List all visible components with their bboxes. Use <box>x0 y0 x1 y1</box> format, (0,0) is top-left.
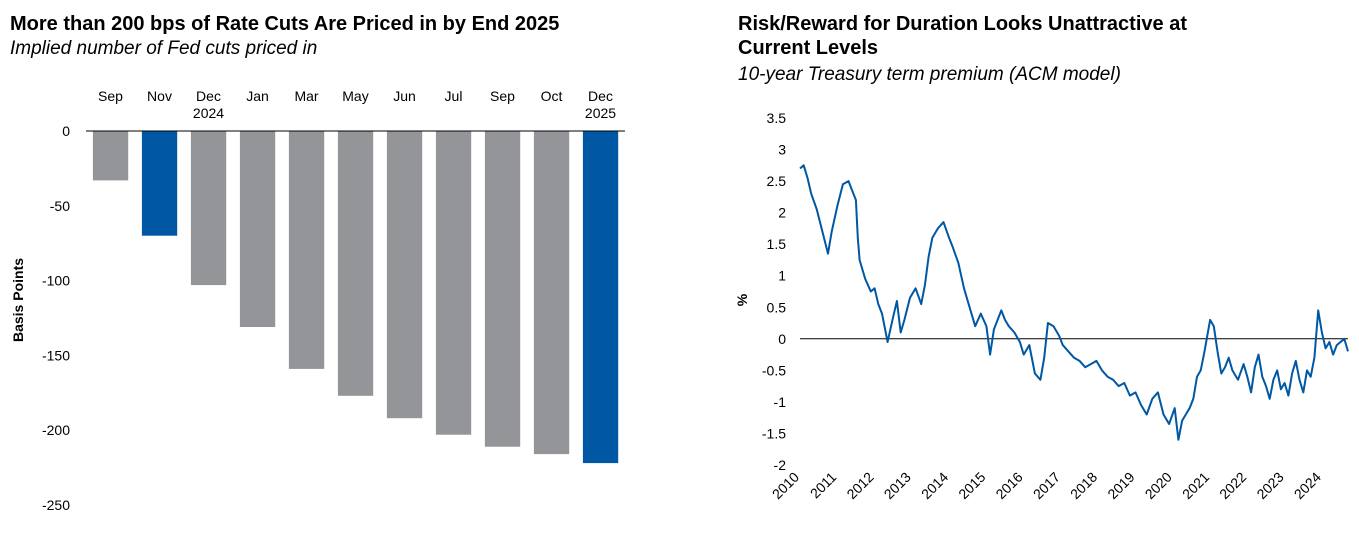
bar <box>288 131 325 369</box>
bar <box>337 131 374 396</box>
y-tick-label: -1 <box>774 394 787 410</box>
x-tick-label: 2016 <box>992 469 1025 502</box>
y-tick-label: -0.5 <box>762 362 786 378</box>
left-chart-panel: More than 200 bps of Rate Cuts Are Price… <box>0 0 650 534</box>
bar <box>533 131 570 455</box>
x-tick-label: Dec <box>588 88 613 104</box>
y-tick-label: -100 <box>42 273 70 289</box>
x-tick-label: 2023 <box>1253 469 1286 502</box>
x-tick-label: Sep <box>98 88 123 104</box>
y-axis-label: Basis Points <box>10 258 26 342</box>
left-chart-subtitle: Implied number of Fed cuts priced in <box>10 38 318 59</box>
y-tick-label: 3 <box>778 142 786 158</box>
x-tick-label: Oct <box>541 88 563 104</box>
x-tick-label: 2013 <box>881 469 914 502</box>
x-tick-label: Nov <box>147 88 172 104</box>
x-tick-label: 2010 <box>769 469 802 502</box>
y-tick-label: -50 <box>50 198 70 214</box>
y-tick-label: 2 <box>778 205 786 221</box>
y-axis-label: % <box>734 293 750 306</box>
x-tick-label: May <box>342 88 368 104</box>
x-tick-label: 2012 <box>843 469 876 502</box>
y-tick-label: 2.5 <box>767 173 787 189</box>
bar <box>435 131 472 435</box>
bar <box>582 131 619 464</box>
x-tick-label: Mar <box>294 88 318 104</box>
x-tick-label: 2015 <box>955 469 988 502</box>
x-tick-label: Jul <box>445 88 463 104</box>
bar <box>386 131 423 419</box>
x-tick-label: Jan <box>246 88 269 104</box>
y-tick-label: 1.5 <box>767 236 787 252</box>
y-tick-label: 1 <box>778 268 786 284</box>
y-tick-label: 0 <box>778 331 786 347</box>
right-chart-title: Risk/Reward for Duration Looks Unattract… <box>738 13 1187 59</box>
y-tick-label: -2 <box>774 457 787 473</box>
right-chart-panel: Risk/Reward for Duration Looks Unattract… <box>700 0 1359 534</box>
bar <box>92 131 129 181</box>
x-tick-label: 2021 <box>1179 469 1212 502</box>
y-tick-label: 0.5 <box>767 299 787 315</box>
x-tick-label: 2011 <box>807 469 840 502</box>
bar <box>239 131 276 327</box>
y-tick-label: -150 <box>42 347 70 363</box>
bar <box>190 131 227 286</box>
x-tick-label: Jun <box>393 88 416 104</box>
x-tick-label: 2025 <box>585 105 616 121</box>
x-tick-label: 2022 <box>1216 469 1249 502</box>
left-chart-title: More than 200 bps of Rate Cuts Are Price… <box>10 13 560 35</box>
x-tick-label: 2019 <box>1104 469 1137 502</box>
right-chart-subtitle: 10-year Treasury term premium (ACM model… <box>738 64 1121 85</box>
x-tick-label: 2020 <box>1142 469 1175 502</box>
x-tick-label: 2024 <box>193 105 224 121</box>
x-tick-label: 2018 <box>1067 469 1100 502</box>
x-tick-label: 2014 <box>918 469 951 502</box>
y-tick-label: 0 <box>62 123 70 139</box>
x-tick-label: Dec <box>196 88 221 104</box>
y-tick-label: -200 <box>42 422 70 438</box>
bar <box>484 131 521 447</box>
x-tick-label: 2024 <box>1291 469 1324 502</box>
bar <box>141 131 178 236</box>
x-tick-label: 2017 <box>1030 469 1063 502</box>
y-tick-label: -1.5 <box>762 426 786 442</box>
y-tick-label: -250 <box>42 497 70 513</box>
term-premium-line <box>799 164 1349 441</box>
y-tick-label: 3.5 <box>767 110 787 126</box>
x-tick-label: Sep <box>490 88 515 104</box>
